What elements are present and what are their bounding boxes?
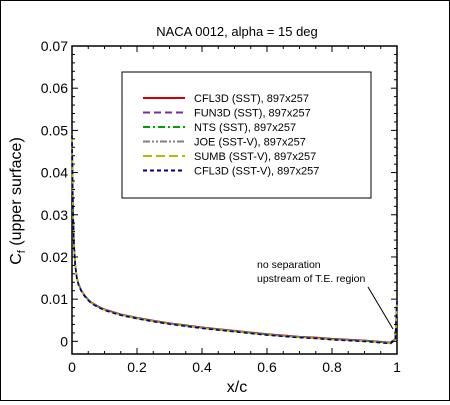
legend-entry-label: JOE (SST-V), 897x257 — [194, 137, 306, 149]
legend-entry-label: SUMB (SST-V), 897x257 — [194, 151, 316, 163]
y-tick-label: 0 — [60, 333, 68, 349]
legend: CFL3D (SST), 897x257 FUN3D (SST), 897x257… — [121, 71, 372, 199]
y-tick-label: 0.05 — [41, 122, 68, 138]
y-tick-label: 0.04 — [41, 165, 68, 181]
y-axis-label-rest: (upper surface) — [8, 137, 25, 250]
x-tick-label: 0.4 — [192, 359, 212, 375]
legend-entry-label: FUN3D (SST), 897x257 — [194, 108, 311, 120]
annotation-line-1: no separation — [257, 259, 321, 271]
y-tick-label: 0.03 — [41, 207, 68, 223]
x-tick-label: 1 — [393, 359, 401, 375]
series-line — [71, 134, 398, 345]
y-tick-label: 0.01 — [41, 291, 68, 307]
annotation: no separation upstream of T.E. region — [257, 259, 394, 330]
y-axis-label-main: C — [8, 253, 25, 265]
svg-text:Cf (upper surface): Cf (upper surface) — [8, 137, 28, 265]
y-axis-label: Cf (upper surface) — [8, 137, 28, 265]
legend-entry-label: NTS (SST), 897x257 — [194, 122, 296, 134]
y-tick-label: 0.07 — [41, 38, 68, 54]
x-tick-label: 0.8 — [322, 359, 342, 375]
legend-entry-label: CFL3D (SST-V), 897x257 — [194, 166, 319, 178]
x-tick-label: 0.6 — [257, 359, 277, 375]
plot-area: 0 0.2 0.4 0.6 0.8 1 0 0.01 0.02 0.03 0.04 0.05 0.06 0… — [41, 38, 401, 375]
x-axis-label: x/c — [227, 379, 247, 396]
legend-box — [121, 71, 372, 199]
x-tick-label: 0 — [68, 359, 76, 375]
x-tick-label: 0.2 — [127, 359, 147, 375]
series-line — [71, 135, 398, 345]
chart-title: NACA 0012, alpha = 15 deg — [156, 24, 318, 39]
annotation-line-2: upstream of T.E. region — [257, 273, 366, 285]
y-axis-label-subscript: f — [16, 249, 28, 253]
ticks-layer: 0 0.2 0.4 0.6 0.8 1 0 0.01 0.02 0.03 0.04 0.05 0.06 0… — [41, 38, 401, 375]
series-layer — [71, 134, 398, 345]
annotation-pointer — [367, 286, 394, 330]
legend-entry-label: CFL3D (SST), 897x257 — [194, 93, 309, 105]
y-tick-label: 0.02 — [41, 249, 68, 265]
y-tick-label: 0.06 — [41, 80, 68, 96]
